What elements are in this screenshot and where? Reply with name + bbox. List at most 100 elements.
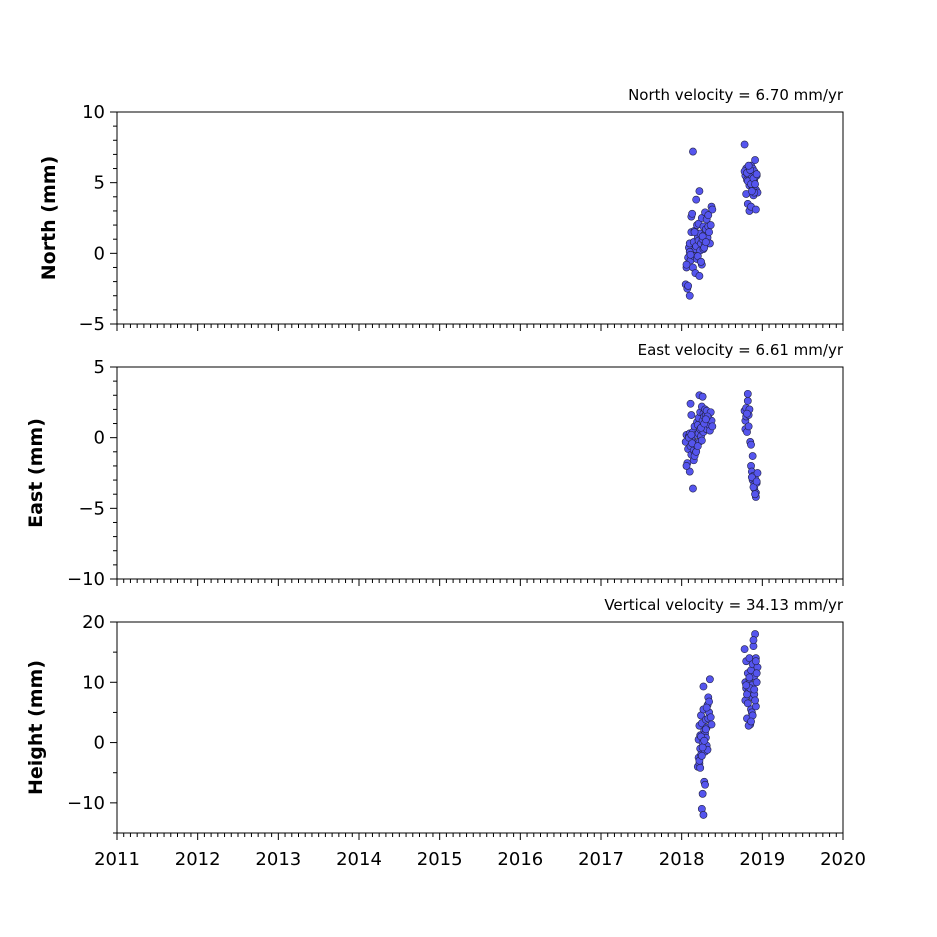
data-point (751, 180, 759, 188)
x-tick-label: 2020 (820, 849, 866, 870)
data-point (685, 291, 694, 300)
data-point (693, 442, 702, 451)
velocity-label: Vertical velocity = 34.13 mm/yr (604, 596, 844, 614)
data-point (752, 669, 761, 678)
data-point (743, 397, 752, 405)
data-point (696, 763, 705, 772)
x-tick-label: 2019 (739, 849, 785, 870)
data-point (689, 147, 697, 156)
plot-frame (116, 366, 844, 580)
y-tick-label: 0 (94, 733, 105, 754)
velocity-label: North velocity = 6.70 mm/yr (628, 86, 844, 104)
x-tick-label: 2011 (94, 849, 140, 870)
data-point (701, 238, 710, 246)
data-point (704, 211, 713, 220)
data-point (700, 736, 709, 745)
data-point (706, 675, 714, 684)
data-point (751, 205, 760, 214)
y-tick-label: 10 (82, 102, 105, 123)
y-tick-label: −5 (78, 314, 105, 335)
y-tick-label: 0 (94, 243, 105, 264)
x-tick-label: 2013 (255, 849, 301, 870)
data-point (708, 205, 717, 214)
data-point (686, 399, 695, 408)
data-point (748, 452, 757, 460)
y-tick-label: 10 (82, 672, 105, 693)
data-point (697, 257, 705, 266)
x-tick-label: 2012 (175, 849, 221, 870)
data-point (740, 645, 749, 654)
x-tick-label: 2015 (417, 849, 463, 870)
y-axis-label: East (mm) (25, 418, 47, 528)
data-point (743, 690, 751, 699)
data-point (699, 682, 708, 691)
data-point (747, 187, 756, 196)
data-point (708, 422, 717, 431)
data-point (751, 490, 759, 499)
data-point (740, 140, 749, 149)
y-tick-label: −10 (67, 569, 105, 590)
data-point (698, 392, 707, 401)
data-point (706, 713, 715, 722)
y-tick-label: −10 (67, 793, 105, 814)
y-tick-label: 0 (94, 428, 105, 449)
data-point (690, 228, 699, 237)
data-point (750, 685, 759, 694)
plot-frame (116, 111, 844, 325)
data-point (689, 484, 697, 493)
data-point (752, 678, 761, 687)
data-point (744, 161, 753, 170)
data-point (698, 789, 707, 798)
data-point (682, 462, 691, 470)
data-point (692, 195, 701, 204)
data-point (747, 717, 755, 726)
data-point (697, 436, 706, 445)
data-point (695, 272, 704, 280)
east-panel: −10 −5 0 5 East (mm) East velocity = 6.61 mm/… (25, 341, 844, 590)
data-point (686, 250, 695, 259)
data-point (695, 187, 704, 196)
plot-frame (116, 621, 844, 834)
y-tick-label: 5 (94, 173, 105, 194)
data-point (744, 422, 753, 431)
data-point (698, 743, 707, 752)
data-point (752, 170, 761, 179)
y-tick-label: −5 (78, 498, 105, 519)
data-point (745, 673, 754, 682)
x-tick-label: 2017 (578, 849, 624, 870)
data-point (743, 409, 751, 418)
data-point (747, 440, 755, 449)
data-point (701, 780, 709, 789)
data-point (749, 636, 758, 644)
data-point (751, 156, 759, 164)
data-point (743, 699, 752, 708)
data-point (701, 725, 710, 734)
height-panel: −10 0 10 20 Height (mm) Vertical velocity = 3… (25, 596, 866, 870)
data-point (706, 221, 715, 229)
data-point (688, 209, 697, 218)
data-point (743, 389, 752, 398)
data-point (687, 411, 696, 419)
velocity-label: East velocity = 6.61 mm/yr (638, 341, 844, 359)
data-point (684, 281, 693, 290)
y-tick-label: 5 (94, 357, 105, 378)
data-point (751, 696, 759, 705)
data-point (742, 681, 751, 690)
data-point (701, 415, 710, 424)
data-point (751, 657, 760, 666)
data-point (697, 751, 706, 760)
data-point (702, 703, 711, 712)
north-panel: −5 0 5 10 North (mm) North velocity = 6.70 mm… (38, 86, 844, 335)
x-tick-label: 2016 (497, 849, 543, 870)
x-tick-label: 2014 (336, 849, 382, 870)
y-axis-label: North (mm) (38, 156, 60, 281)
data-point (699, 811, 708, 819)
data-point (705, 228, 713, 237)
data-point (682, 260, 691, 269)
data-point (707, 720, 716, 729)
data-point (752, 477, 761, 486)
y-tick-label: 20 (82, 612, 105, 633)
y-axis-label: Height (mm) (25, 660, 47, 795)
data-point (687, 430, 696, 439)
